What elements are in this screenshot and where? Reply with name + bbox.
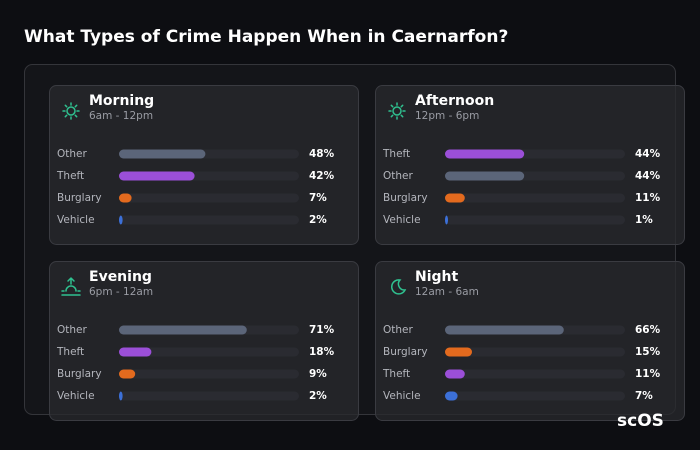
bar (445, 325, 564, 335)
bar (119, 193, 132, 203)
bar-track (445, 391, 625, 401)
category-label: Vehicle (57, 214, 95, 226)
value-label: 48% (309, 148, 335, 160)
bar (119, 347, 152, 357)
category-label: Other (57, 148, 87, 160)
category-label: Burglary (57, 192, 102, 204)
bar (445, 193, 465, 203)
card (375, 261, 685, 421)
bar (119, 369, 136, 379)
bar-track (445, 193, 625, 203)
value-label: 18% (309, 346, 335, 358)
sunrise-icon (61, 276, 81, 296)
bar (119, 149, 206, 159)
category-label: Burglary (57, 368, 102, 380)
bar (119, 325, 247, 335)
bar-track (119, 193, 299, 203)
value-label: 11% (635, 192, 661, 204)
category-label: Theft (56, 346, 84, 358)
bar (445, 391, 458, 401)
card-subtitle: 12am - 6am (415, 286, 479, 298)
bar (445, 369, 465, 379)
category-label: Other (57, 324, 87, 336)
bar-track (119, 369, 299, 379)
card-title: Afternoon (415, 93, 494, 109)
value-label: 44% (635, 148, 661, 160)
value-label: 42% (309, 170, 335, 182)
value-label: 66% (635, 324, 661, 336)
bar-track (445, 369, 625, 379)
category-label: Burglary (383, 346, 428, 358)
sun-icon (62, 102, 80, 120)
value-label: 1% (635, 214, 653, 226)
category-label: Other (383, 324, 413, 336)
card (49, 261, 359, 421)
value-label: 15% (635, 346, 661, 358)
card (49, 85, 359, 245)
card-subtitle: 6am - 12pm (89, 110, 153, 122)
bar (119, 215, 123, 225)
value-label: 71% (309, 324, 335, 336)
sun-icon (388, 102, 406, 120)
bar (445, 171, 525, 181)
value-label: 11% (635, 368, 661, 380)
category-label: Theft (382, 368, 410, 380)
icons (61, 102, 407, 296)
bar-track (119, 347, 299, 357)
value-label: 2% (309, 214, 327, 226)
card-subtitle: 12pm - 6pm (415, 110, 479, 122)
category-label: Vehicle (383, 214, 421, 226)
card-title: Night (415, 269, 459, 285)
value-label: 44% (635, 170, 661, 182)
bar-track (445, 215, 625, 225)
bar (119, 171, 195, 181)
card-subtitle: 6pm - 12am (89, 286, 153, 298)
category-label: Theft (382, 148, 410, 160)
bar-track (445, 347, 625, 357)
category-label: Burglary (383, 192, 428, 204)
bar (119, 391, 123, 401)
category-label: Other (383, 170, 413, 182)
page-title: What Types of Crime Happen When in Caern… (24, 27, 508, 47)
bar (445, 347, 472, 357)
bar-track (119, 215, 299, 225)
category-label: Theft (56, 170, 84, 182)
value-label: 2% (309, 390, 327, 402)
card-title: Morning (89, 93, 154, 109)
moon-icon (390, 279, 407, 295)
category-label: Vehicle (57, 390, 95, 402)
card (375, 85, 685, 245)
logo: scOS (617, 411, 664, 431)
bar (445, 149, 525, 159)
value-label: 7% (635, 390, 653, 402)
card-title: Evening (89, 269, 152, 285)
value-label: 9% (309, 368, 327, 380)
bar (445, 215, 448, 225)
bar-track (119, 391, 299, 401)
value-label: 7% (309, 192, 327, 204)
category-label: Vehicle (383, 390, 421, 402)
